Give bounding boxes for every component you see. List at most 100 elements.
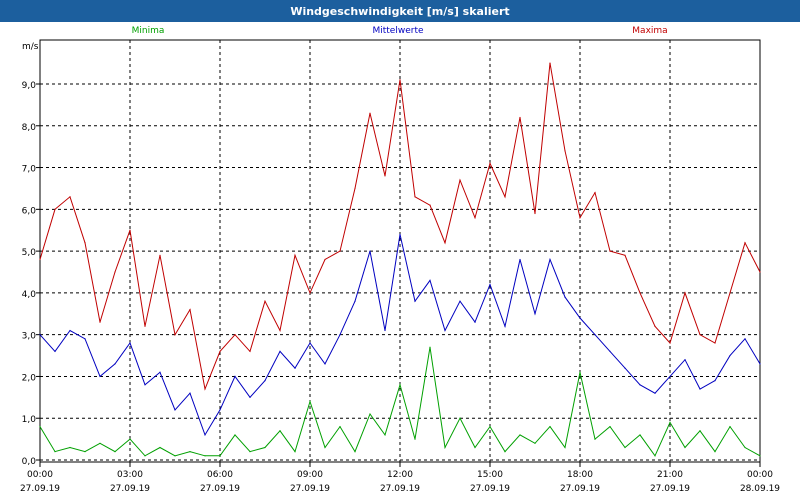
data-point-maxima: [264, 300, 266, 302]
data-point-mittelwerte: [114, 363, 116, 365]
data-point-mittelwerte: [609, 350, 611, 352]
data-point-minima: [204, 455, 206, 457]
data-point-minima: [459, 417, 461, 419]
data-point-mittelwerte: [489, 283, 491, 286]
data-point-maxima: [474, 217, 476, 219]
data-point-maxima: [174, 334, 176, 336]
x-tick-date-label: 27.09.19: [290, 484, 330, 494]
data-point-minima: [654, 455, 656, 457]
data-point-mittelwerte: [279, 350, 281, 352]
data-point-minima: [309, 400, 311, 403]
data-point-minima: [474, 446, 476, 449]
data-point-mittelwerte: [309, 342, 311, 344]
legend-maxima: Maxima: [632, 26, 667, 36]
data-point-maxima: [624, 254, 626, 256]
data-point-minima: [99, 442, 101, 444]
y-tick-label: 4,0: [22, 290, 37, 300]
data-point-minima: [594, 438, 596, 440]
data-point-minima: [174, 455, 176, 457]
data-point-maxima: [714, 342, 716, 344]
data-point-minima: [639, 434, 641, 436]
data-point-maxima: [594, 192, 596, 194]
data-point-minima: [354, 451, 356, 453]
data-point-minima: [714, 451, 716, 453]
data-point-mittelwerte: [564, 296, 566, 298]
data-point-maxima: [309, 292, 311, 294]
data-point-maxima: [579, 217, 581, 219]
data-point-minima: [39, 425, 41, 428]
x-tick-date-label: 27.09.19: [20, 484, 60, 494]
data-point-minima: [279, 430, 281, 432]
data-point-minima: [84, 451, 86, 453]
data-point-maxima: [519, 116, 521, 119]
data-point-minima: [669, 421, 671, 423]
data-point-mittelwerte: [354, 300, 356, 302]
data-point-maxima: [324, 258, 326, 261]
y-tick-label: 0,0: [22, 457, 37, 467]
data-point-maxima: [234, 334, 236, 336]
x-tick-time-label: 03:00: [117, 470, 143, 480]
data-point-mittelwerte: [459, 300, 461, 302]
data-point-maxima: [699, 334, 701, 336]
data-point-mittelwerte: [549, 258, 551, 261]
chart-canvas: 0,0 1,0 2,0 3,0 4,0 5,0 6,0 7,0 8,0 9,0 m/s 00:00 27…: [20, 26, 780, 494]
data-point-mittelwerte: [384, 329, 386, 332]
data-point-mittelwerte: [159, 371, 161, 373]
data-point-minima: [129, 438, 131, 440]
data-point-maxima: [729, 292, 731, 294]
data-point-mittelwerte: [249, 396, 251, 398]
data-point-mittelwerte: [294, 367, 296, 369]
data-point-minima: [384, 434, 386, 436]
x-tick-time-label: 21:00: [657, 470, 683, 480]
data-point-mittelwerte: [84, 338, 86, 340]
data-point-maxima: [354, 187, 356, 190]
data-point-maxima: [294, 254, 296, 256]
data-point-minima: [564, 446, 566, 449]
data-point-maxima: [159, 254, 161, 256]
data-point-minima: [219, 455, 221, 457]
data-point-mittelwerte: [594, 334, 596, 336]
data-point-maxima: [369, 112, 371, 114]
data-point-mittelwerte: [234, 375, 236, 378]
data-point-mittelwerte: [264, 380, 266, 382]
data-point-maxima: [279, 329, 281, 332]
data-point-maxima: [429, 204, 431, 206]
data-point-minima: [729, 425, 731, 428]
x-tick-date-label: 27.09.19: [380, 484, 420, 494]
data-point-maxima: [39, 258, 41, 261]
data-point-maxima: [129, 229, 131, 231]
data-point-minima: [624, 446, 626, 449]
y-tick-label: 2,0: [22, 373, 37, 383]
data-point-maxima: [99, 321, 101, 323]
data-point-mittelwerte: [399, 233, 401, 235]
data-point-minima: [759, 455, 761, 457]
data-point-maxima: [249, 350, 251, 352]
data-point-maxima: [549, 62, 551, 64]
data-point-maxima: [744, 242, 746, 244]
data-point-maxima: [54, 208, 56, 210]
window-title: Windgeschwindigkeit [m/s] skaliert: [0, 0, 800, 22]
data-point-maxima: [339, 250, 341, 252]
data-point-minima: [264, 446, 266, 449]
data-point-minima: [534, 442, 536, 444]
y-tick-label: 3,0: [22, 332, 37, 342]
x-tick-date-label: 27.09.19: [470, 484, 510, 494]
data-point-mittelwerte: [324, 363, 326, 365]
data-point-mittelwerte: [669, 375, 671, 378]
data-point-minima: [189, 451, 191, 453]
data-point-mittelwerte: [129, 342, 131, 344]
data-point-maxima: [534, 212, 536, 215]
data-point-mittelwerte: [474, 321, 476, 323]
data-point-maxima: [189, 309, 191, 311]
data-point-minima: [414, 438, 416, 440]
data-point-mittelwerte: [654, 392, 656, 394]
x-tick-time-label: 12:00: [387, 470, 413, 480]
y-tick-label: 5,0: [22, 248, 37, 258]
data-point-mittelwerte: [204, 434, 206, 436]
data-point-maxima: [444, 242, 446, 244]
data-point-maxima: [684, 292, 686, 294]
data-point-mittelwerte: [54, 350, 56, 352]
data-point-minima: [144, 455, 146, 457]
data-point-minima: [684, 446, 686, 449]
